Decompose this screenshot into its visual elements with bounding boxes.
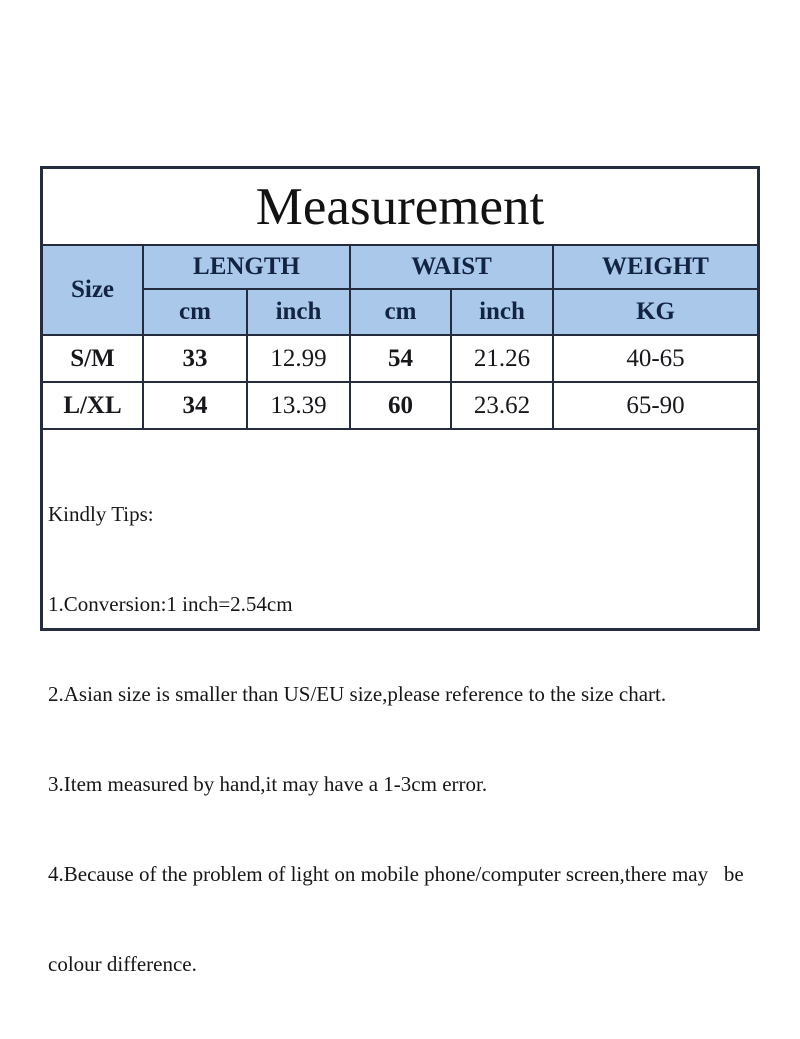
- tips-line-conversion: 1.Conversion:1 inch=2.54cm: [48, 592, 293, 616]
- size-table: Size LENGTH WAIST WEIGHT cm inch cm inch…: [43, 244, 758, 430]
- header-row-units: cm inch cm inch KG: [43, 288, 758, 336]
- tips-line-colour-2: colour difference.: [48, 952, 197, 976]
- cell-lxl-weight-kg: 65-90: [552, 381, 758, 430]
- cell-lxl-waist-cm: 60: [349, 381, 453, 430]
- table-row-lxl: L/XL 34 13.39 60 23.62 65-90: [43, 381, 758, 430]
- cell-lxl-length-cm: 34: [142, 381, 248, 430]
- measurement-sheet: Measurement Size LENGTH WAIST WEIGHT cm …: [40, 166, 760, 976]
- cell-lxl-waist-inch: 23.62: [450, 381, 555, 430]
- length-inch-header: inch: [245, 288, 352, 336]
- waist-inch-header: inch: [450, 288, 555, 336]
- cell-sm-waist-inch: 21.26: [450, 334, 555, 383]
- weight-group-header: WEIGHT: [552, 244, 758, 290]
- waist-cm-header: cm: [349, 288, 453, 336]
- kindly-tips-section: Kindly Tips: 1.Conversion:1 inch=2.54cm …: [43, 430, 757, 1039]
- cell-lxl-size: L/XL: [43, 381, 144, 430]
- header-row-groups: Size LENGTH WAIST WEIGHT: [43, 244, 758, 336]
- sheet-title: Measurement: [255, 177, 545, 236]
- weight-kg-header: KG: [552, 288, 758, 336]
- size-corner-header: Size: [43, 244, 144, 336]
- length-cm-header: cm: [143, 288, 248, 336]
- tips-heading: Kindly Tips:: [48, 502, 154, 526]
- cell-sm-length-cm: 33: [142, 334, 248, 383]
- tips-line-colour-1: 4.Because of the problem of light on mob…: [48, 862, 744, 886]
- tips-line-asian-size: 2.Asian size is smaller than US/EU size,…: [48, 682, 667, 706]
- cell-sm-size: S/M: [43, 334, 144, 383]
- cell-sm-length-inch: 12.99: [245, 334, 352, 383]
- cell-lxl-length-inch: 13.39: [245, 381, 352, 430]
- waist-group-header: WAIST: [349, 244, 555, 290]
- cell-sm-weight-kg: 40-65: [552, 334, 758, 383]
- cell-sm-waist-cm: 54: [349, 334, 453, 383]
- length-group-header: LENGTH: [141, 244, 352, 290]
- table-row-sm: S/M 33 12.99 54 21.26 40-65: [43, 334, 758, 383]
- tips-line-hand-measured: 3.Item measured by hand,it may have a 1-…: [48, 772, 488, 796]
